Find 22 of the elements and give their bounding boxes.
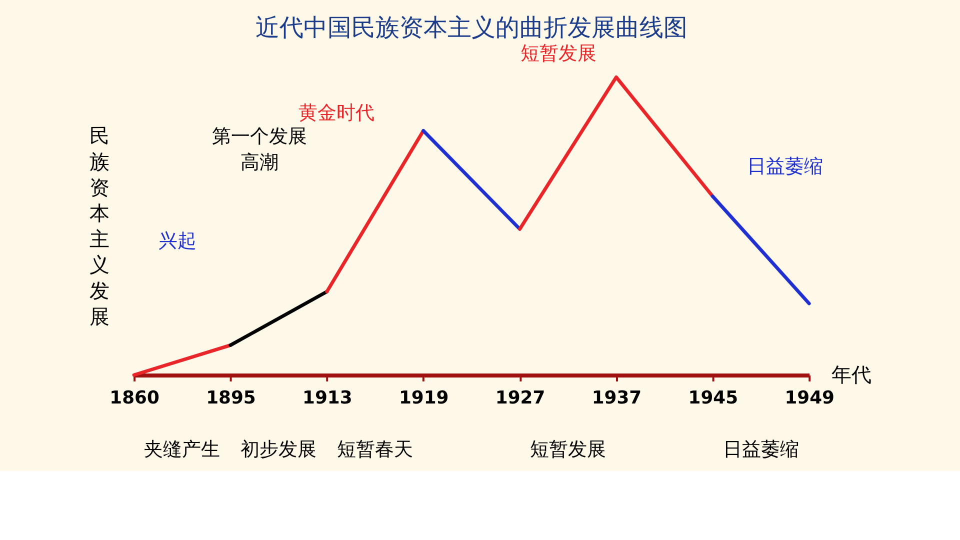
x-tick-label: 1927: [495, 387, 546, 408]
x-tick-label: 1945: [688, 387, 738, 408]
text: 日益萎缩: [722, 438, 799, 460]
x-tick-label: 1895: [206, 387, 256, 408]
text: 初步发展: [240, 438, 317, 460]
text: 夹缝产生: [144, 438, 220, 460]
chart-title: 近代中国民族资本主义的曲折发展曲线图: [256, 13, 688, 42]
y-axis-title: 民族资本主义发展: [89, 124, 110, 328]
text: 短暂发展: [520, 42, 596, 64]
text: 短暂春天: [337, 438, 414, 460]
text: 短暂发展: [530, 438, 606, 460]
annotation: 兴起: [158, 230, 196, 252]
annotation: 日益萎缩: [746, 155, 823, 178]
x-tick-label: 1937: [592, 387, 642, 408]
x-axis-title: 年代: [831, 363, 872, 386]
x-tick-label: 1919: [398, 387, 449, 408]
annotation: 黄金时代: [298, 102, 375, 124]
x-tick-label: 1860: [110, 387, 160, 408]
x-tick-label: 1949: [784, 387, 834, 408]
x-tick-label: 1913: [302, 387, 352, 408]
annotation: 第一个发展: [212, 126, 307, 148]
annotation: 高潮: [240, 151, 278, 174]
